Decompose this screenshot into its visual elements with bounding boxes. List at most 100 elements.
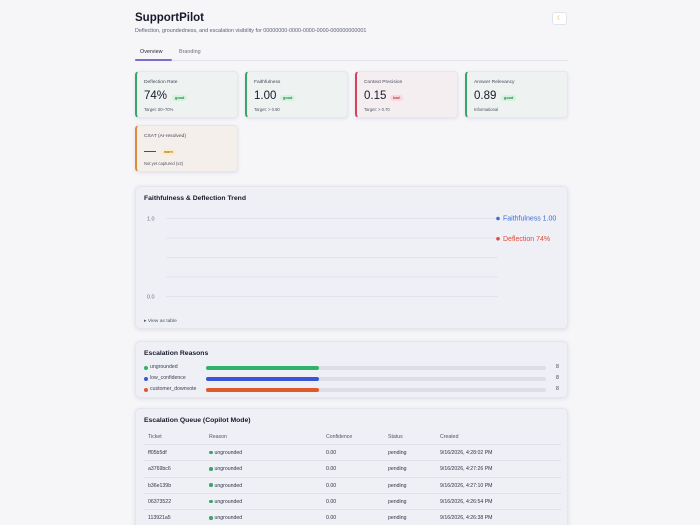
reason-bar-track <box>206 376 546 381</box>
cell-status: pending <box>388 498 407 505</box>
status-badge: good <box>172 95 188 101</box>
table-row[interactable]: 06373522 ungrounded 0.00 pending 9/16/2026, … <box>144 492 561 509</box>
cell-reason-label: ungrounded <box>214 466 243 473</box>
view-as-table-label: View as table <box>147 319 177 324</box>
metric-target: Informational <box>474 107 499 112</box>
cell-ticket: 113921a5 <box>148 515 171 522</box>
metric-value: 1.00 <box>254 90 277 102</box>
tab-bar: Overview Branding <box>135 46 568 61</box>
cell-confidence: 0.00 <box>326 498 337 505</box>
reason-color-dot <box>144 388 148 392</box>
reason-name: ungrounded <box>150 364 178 370</box>
escalation-queue-panel: Escalation Queue (Copilot Mode) Ticket R… <box>135 408 568 525</box>
metric-value: 0.15 <box>364 90 387 102</box>
view-as-table-toggle[interactable]: ▸ View as table <box>144 318 177 324</box>
reason-row: ungrounded 8 <box>144 364 561 372</box>
reason-count: 8 <box>556 375 559 381</box>
cell-confidence: 0.00 <box>326 450 337 456</box>
trend-panel: Faithfulness & Deflection Trend 1.0 0.0 Fa… <box>135 186 568 329</box>
cell-reason: ungrounded <box>209 515 242 521</box>
app-subtitle: Deflection, groundedness, and escalation… <box>135 28 367 34</box>
metric-label: Context Precision <box>364 80 403 85</box>
cell-created: 9/16/2026, 4:27:10 PM <box>440 482 493 489</box>
column-header-confidence[interactable]: Confidence <box>326 434 353 440</box>
panel-title: Escalation Reasons <box>144 350 209 357</box>
reason-count: 8 <box>556 386 559 392</box>
column-header-created[interactable]: Created <box>440 434 459 440</box>
cell-reason-label: ungrounded <box>214 498 243 505</box>
column-header-status[interactable]: Status <box>388 434 403 440</box>
cell-created: 9/16/2026, 4:27:26 PM <box>440 466 493 473</box>
metric-target: Not yet captured (v2) <box>144 161 184 166</box>
app-title: SupportPilot <box>135 12 204 24</box>
metric-card-deflection-rate: Deflection Rate 74% good Target: 50–70% <box>135 71 238 118</box>
cell-confidence: 0.00 <box>326 515 337 522</box>
cell-ticket: ff05b5df <box>148 450 167 456</box>
cell-ticket: a3769bc6 <box>148 466 171 473</box>
metric-card-faithfulness: Faithfulness 1.00 good Target: > 0.90 <box>245 71 348 118</box>
reason-status-dot <box>209 467 213 471</box>
empty-value-dash <box>144 151 156 152</box>
metric-target: Target: > 0.90 <box>254 107 280 112</box>
cell-created: 9/16/2026, 4:26:54 PM <box>440 498 493 505</box>
cell-ticket: 06373522 <box>148 498 172 505</box>
theme-toggle-button[interactable]: ☾ <box>552 12 567 25</box>
cell-confidence: 0.00 <box>326 482 337 489</box>
series-label: Deflection 74% <box>503 236 550 243</box>
reason-name: low_confidence <box>150 375 186 381</box>
status-badge: good <box>501 95 517 101</box>
reason-status-dot <box>209 483 213 487</box>
metric-label: Deflection Rate <box>144 80 178 85</box>
metric-target: Target: 50–70% <box>144 107 174 112</box>
cell-status: pending <box>388 450 407 456</box>
reason-row: customer_downvote 8 <box>144 386 561 394</box>
reason-status-dot <box>209 516 213 520</box>
cell-reason: ungrounded <box>209 450 242 456</box>
reason-row: low_confidence 8 <box>144 375 561 383</box>
table-row[interactable]: b36e139b ungrounded 0.00 pending 9/16/2026, … <box>144 476 561 493</box>
cell-reason-label: ungrounded <box>214 482 243 489</box>
metric-card-csat: CSAT (AI-resolved) warn Not yet captured… <box>135 125 238 172</box>
column-header-ticket[interactable]: Ticket <box>148 434 162 440</box>
status-badge: warn <box>161 149 176 155</box>
trend-chart: 1.0 0.0 Faithfulness 1.00 Deflection 74% <box>147 216 556 301</box>
tab-overview[interactable]: Overview <box>140 49 163 55</box>
reason-count: 8 <box>556 364 559 370</box>
metric-value: 0.89 <box>474 90 497 102</box>
panel-title: Faithfulness & Deflection Trend <box>144 195 246 202</box>
cell-reason-label: ungrounded <box>214 450 243 456</box>
column-header-reason[interactable]: Reason <box>209 434 227 440</box>
reason-bar-track <box>206 387 546 392</box>
escalation-reasons-panel: Escalation Reasons ungrounded 8 low_confid… <box>135 341 568 398</box>
series-label: Faithfulness 1.00 <box>503 216 556 223</box>
reason-bar-track <box>206 365 546 370</box>
reason-bar-fill <box>206 376 320 381</box>
metric-value: 74% <box>144 90 168 102</box>
metric-card-context-precision: Context Precision 0.15 bad Target: > 0.7… <box>355 71 458 118</box>
cell-created: 9/16/2026, 4:26:38 PM <box>440 515 493 522</box>
tab-branding[interactable]: Branding <box>179 49 201 55</box>
cell-status: pending <box>388 515 407 522</box>
active-tab-indicator <box>135 59 172 61</box>
metric-label: Faithfulness <box>254 80 281 85</box>
status-badge: bad <box>390 95 403 101</box>
reason-status-dot <box>209 499 213 504</box>
cell-confidence: 0.00 <box>326 466 337 473</box>
metric-label: Answer Relevancy <box>474 80 515 85</box>
series-point <box>496 236 500 241</box>
reason-bar-fill <box>206 387 320 392</box>
cell-reason-label: ungrounded <box>214 515 243 522</box>
panel-title: Escalation Queue (Copilot Mode) <box>144 417 251 424</box>
reason-bar-fill <box>206 365 320 370</box>
caret-right-icon: ▸ <box>144 319 147 324</box>
metric-label: CSAT (AI-resolved) <box>144 134 186 139</box>
table-row[interactable]: a3769bc6 ungrounded 0.00 pending 9/16/2026, … <box>144 460 561 476</box>
table-row[interactable]: 113921a5 ungrounded 0.00 pending 9/16/2026, … <box>144 509 561 525</box>
cell-reason: ungrounded <box>209 483 242 489</box>
y-tick-label: 0.0 <box>147 295 155 301</box>
table-row[interactable]: ff05b5df ungrounded 0.00 pending 9/16/2026, … <box>144 444 561 460</box>
y-tick-label: 1.0 <box>147 217 155 223</box>
cell-reason: ungrounded <box>209 466 242 472</box>
reason-color-dot <box>144 366 148 370</box>
metric-card-answer-relevancy: Answer Relevancy 0.89 good Informational <box>465 71 568 118</box>
